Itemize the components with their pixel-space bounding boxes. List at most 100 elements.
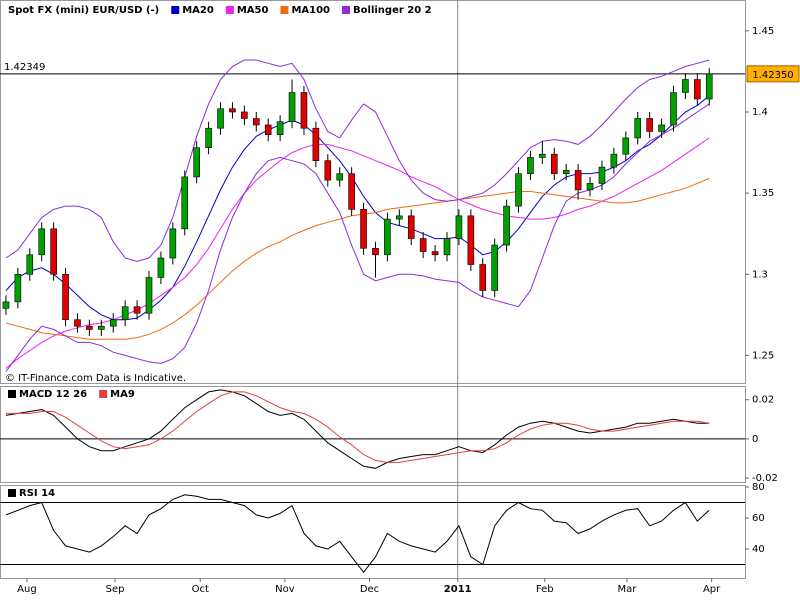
legend-label: RSI 14	[19, 488, 55, 499]
y-tick-label: 80	[752, 482, 765, 493]
note: © IT-Finance.com Data is Indicative.	[5, 373, 186, 384]
candle-body	[694, 79, 701, 100]
x-tick-label: Oct	[192, 584, 209, 595]
legend-label: MA9	[110, 389, 135, 400]
candle-body	[264, 124, 272, 135]
candle-body	[229, 108, 236, 113]
candle-body	[479, 264, 487, 291]
y-tick-label: 0.02	[752, 395, 774, 406]
indicator-line	[6, 391, 710, 463]
candle-body	[515, 173, 522, 207]
candle-body	[646, 118, 653, 132]
legend-swatch	[8, 489, 16, 497]
y-tick-label: 1.4	[752, 107, 768, 118]
price-panel	[0, 0, 746, 384]
candle-body	[217, 108, 224, 129]
candle-body	[658, 124, 665, 132]
candle-body	[324, 160, 332, 181]
y-tick-label: 1.45	[752, 26, 774, 37]
candle-body	[670, 92, 677, 126]
candle-body	[98, 325, 105, 330]
candle-body	[598, 166, 606, 184]
candle-body	[431, 251, 439, 256]
rsi-panel	[0, 485, 746, 579]
candle-body	[276, 121, 284, 135]
y-tick-label: 1.35	[752, 188, 774, 199]
candle-body	[467, 215, 475, 265]
candle-body	[252, 118, 260, 126]
candle-body	[550, 153, 558, 174]
legend-swatch	[280, 6, 289, 14]
legend-label: MA50	[237, 5, 269, 16]
y-tick-label: 0	[752, 434, 758, 445]
x-tick-label: 2011	[444, 584, 472, 595]
candle-body	[396, 215, 403, 220]
candle-body	[455, 215, 463, 239]
candle-body	[133, 306, 141, 314]
candle-body	[169, 228, 177, 259]
candle-body	[622, 137, 630, 155]
legend-label: MACD 12 26	[19, 389, 87, 400]
candle-body	[26, 254, 34, 275]
candle-body	[503, 205, 510, 246]
x-tick-label: Sep	[106, 584, 125, 595]
candle-body	[348, 173, 355, 210]
candle-body	[145, 277, 153, 314]
candle-body	[74, 319, 81, 327]
candle-body	[634, 118, 642, 139]
y-tick-label: 60	[752, 513, 765, 524]
ma-line	[5, 178, 710, 340]
macd-panel	[0, 386, 746, 483]
candle-body	[241, 111, 248, 119]
candle-body	[2, 301, 10, 309]
candle-body	[300, 92, 308, 129]
legend-swatch	[225, 6, 234, 14]
candle-body	[360, 209, 367, 249]
legend-label: Spot FX (mini) EUR/USD (-)	[8, 5, 159, 16]
candle-body	[312, 127, 320, 161]
legend-label: Bollinger 20 2	[353, 5, 432, 16]
candle-body	[109, 319, 117, 327]
candle-body	[38, 228, 46, 256]
candle-body	[288, 92, 296, 123]
y-tick-label: 1.3	[752, 269, 768, 280]
candle-body	[50, 228, 57, 275]
legend-label: MA100	[291, 5, 330, 16]
x-tick-label: Mar	[618, 584, 638, 595]
x-tick-label: Dec	[360, 584, 379, 595]
candle-body	[682, 79, 689, 93]
candle-body	[86, 325, 93, 330]
candle-body	[193, 147, 200, 178]
price-line-label: 1.42349	[4, 62, 45, 73]
indicator-line	[5, 494, 710, 574]
legend-swatch	[171, 6, 180, 14]
candle-body	[574, 170, 582, 191]
candle-body	[491, 244, 498, 291]
x-tick-label: Nov	[275, 584, 295, 595]
last-price-box	[746, 65, 800, 83]
candle-body	[527, 157, 534, 174]
candle-body	[384, 218, 391, 256]
candle-body	[610, 153, 618, 168]
candle-body	[705, 73, 713, 100]
candle-body	[586, 183, 594, 191]
y-tick-label: 40	[752, 544, 765, 555]
candle-body	[181, 176, 189, 230]
y-tick-label: -0.02	[752, 473, 778, 484]
candle-body	[443, 238, 451, 256]
legend-label: MA20	[182, 5, 214, 16]
x-tick-label: Aug	[17, 584, 37, 595]
candle-body	[539, 153, 546, 158]
candle-body	[419, 238, 427, 252]
candle-body	[121, 306, 129, 321]
x-tick-label: Apr	[703, 584, 721, 595]
candle-body	[407, 215, 415, 239]
candle-body	[157, 257, 165, 278]
last-price-label: 1.42350	[752, 70, 793, 81]
y-tick-label: 1.25	[752, 350, 774, 361]
legend-swatch	[8, 390, 16, 398]
candle-body	[372, 248, 379, 256]
candle-body	[62, 273, 69, 321]
